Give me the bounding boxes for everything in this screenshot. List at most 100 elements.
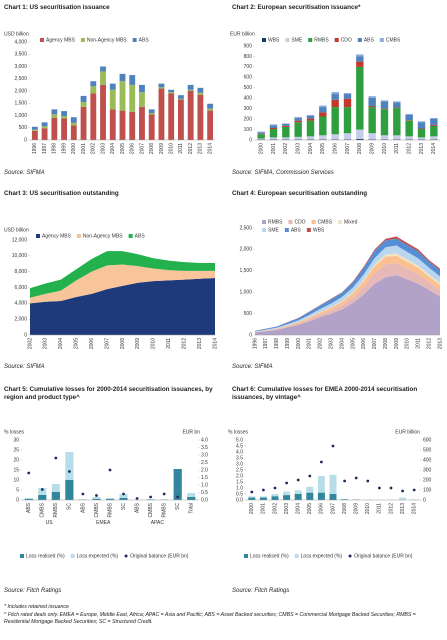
x-tick-label: 1997 bbox=[42, 143, 48, 154]
x-tick-label: RMBS bbox=[53, 502, 59, 517]
bar-segment bbox=[343, 139, 352, 140]
y-tick-label: 200 bbox=[244, 116, 253, 122]
y-tick-label: 1,000 bbox=[239, 290, 252, 296]
legend-swatch bbox=[308, 38, 313, 42]
y2-tick-label: 0.5 bbox=[201, 490, 208, 496]
y2-tick-label: 1.5 bbox=[201, 475, 208, 481]
dot bbox=[378, 486, 381, 490]
bar-segment bbox=[129, 84, 136, 112]
x-tick-label: 2012 bbox=[181, 338, 187, 349]
bar-segment bbox=[282, 125, 290, 127]
bar-segment bbox=[31, 126, 38, 130]
legend-label: ABS bbox=[135, 233, 146, 239]
bar-segment bbox=[380, 139, 389, 140]
x-tick-label: 2013 bbox=[198, 143, 204, 154]
legend-swatch bbox=[76, 234, 81, 238]
y-tick-label: 3,500 bbox=[14, 52, 27, 58]
x-tick-label: 1997 bbox=[263, 338, 269, 349]
bar-segment bbox=[294, 139, 302, 140]
bar-segment bbox=[31, 129, 38, 131]
bar-segment bbox=[306, 114, 315, 116]
bar bbox=[187, 497, 196, 500]
bar-segment bbox=[269, 139, 278, 140]
bar-segment bbox=[282, 137, 290, 140]
legend-swatch bbox=[379, 38, 384, 42]
x-tick-label: 2008 bbox=[120, 338, 126, 349]
bar-segment bbox=[119, 110, 126, 140]
y2-tick-label: 4.0 bbox=[201, 437, 208, 443]
bar-segment bbox=[148, 114, 155, 140]
x-tick-label: 2012 bbox=[406, 143, 412, 154]
y-tick-label: 12,000 bbox=[12, 237, 28, 243]
x-tick-label: 2006 bbox=[130, 143, 136, 154]
bar-segment bbox=[282, 123, 290, 124]
y-tick-label: 3.5 bbox=[236, 455, 243, 461]
bar bbox=[271, 496, 279, 500]
bar-segment bbox=[70, 125, 77, 140]
x-tick-label: 2004 bbox=[110, 143, 116, 154]
bar-segment bbox=[269, 129, 278, 138]
bar-segment bbox=[187, 84, 194, 90]
bar-segment bbox=[380, 135, 389, 140]
y-axis-label: % losses bbox=[228, 429, 249, 435]
legend-label: Original balance (EUR bn) bbox=[354, 553, 413, 559]
bar-segment bbox=[417, 139, 426, 140]
y2-tick-label: 2.5 bbox=[201, 460, 208, 466]
x-tick-label: 2010 bbox=[169, 143, 175, 154]
bar-segment bbox=[294, 118, 302, 121]
bar-segment bbox=[158, 83, 165, 88]
legend-swatch bbox=[294, 554, 299, 558]
y-tick-label: 100 bbox=[244, 127, 253, 133]
bar-segment bbox=[257, 139, 265, 140]
y-tick-label: 0 bbox=[249, 137, 252, 143]
y2-tick-label: 2.0 bbox=[201, 467, 208, 473]
x-tick-label: 2002 bbox=[27, 338, 33, 349]
bar bbox=[105, 499, 115, 500]
x-tick-label: 2010 bbox=[405, 338, 411, 349]
chart-title: Chart 6: Cumulative losses for EMEA 2000… bbox=[232, 386, 418, 401]
source: Source: SIFMA bbox=[232, 364, 273, 370]
bar-segment bbox=[417, 129, 426, 138]
bar-segment bbox=[430, 136, 438, 140]
y-tick-label: 25 bbox=[13, 447, 19, 453]
source: Source: Fitch Ratings bbox=[4, 588, 62, 594]
bar-segment bbox=[100, 71, 106, 85]
bar-segment bbox=[282, 139, 290, 140]
y-tick-label: 0 bbox=[24, 137, 27, 143]
dot bbox=[122, 492, 125, 496]
bar-segment bbox=[109, 83, 116, 90]
footnote: * Includes retained issuance bbox=[4, 604, 69, 610]
legend-label: CMBS bbox=[318, 219, 333, 225]
group-label: US bbox=[46, 520, 54, 526]
bar-segment bbox=[168, 93, 175, 140]
bar-segment bbox=[405, 120, 413, 121]
area bbox=[255, 275, 440, 335]
x-tick-label: 2007 bbox=[372, 338, 378, 349]
x-tick-label: 2011 bbox=[178, 143, 184, 154]
y-tick-label: 8,000 bbox=[14, 269, 27, 275]
bar-segment bbox=[168, 92, 175, 94]
bar-segment bbox=[356, 66, 364, 130]
bar-segment bbox=[51, 114, 58, 118]
bar-segment bbox=[393, 102, 401, 108]
bar-segment bbox=[109, 109, 116, 140]
legend-swatch bbox=[285, 38, 290, 42]
bar-segment bbox=[80, 102, 87, 107]
legend-label: SME bbox=[291, 37, 303, 43]
y2-axis-label: EUR billion bbox=[395, 429, 420, 435]
bar-segment bbox=[405, 120, 413, 137]
bar-segment bbox=[41, 128, 48, 140]
legend-swatch bbox=[284, 228, 289, 232]
x-tick-label: 2004 bbox=[339, 338, 345, 349]
legend-label: Original balance (EUR bn) bbox=[130, 553, 189, 559]
x-tick-label: 2006 bbox=[319, 503, 325, 514]
x-tick-label: 2000 bbox=[258, 143, 264, 154]
x-tick-label: 2000 bbox=[296, 338, 302, 349]
bar-segment bbox=[306, 118, 315, 121]
dot bbox=[27, 471, 31, 475]
bar-segment bbox=[257, 131, 265, 133]
dot bbox=[81, 492, 85, 496]
group-label: APAC bbox=[151, 520, 165, 526]
bar-segment bbox=[319, 107, 327, 113]
